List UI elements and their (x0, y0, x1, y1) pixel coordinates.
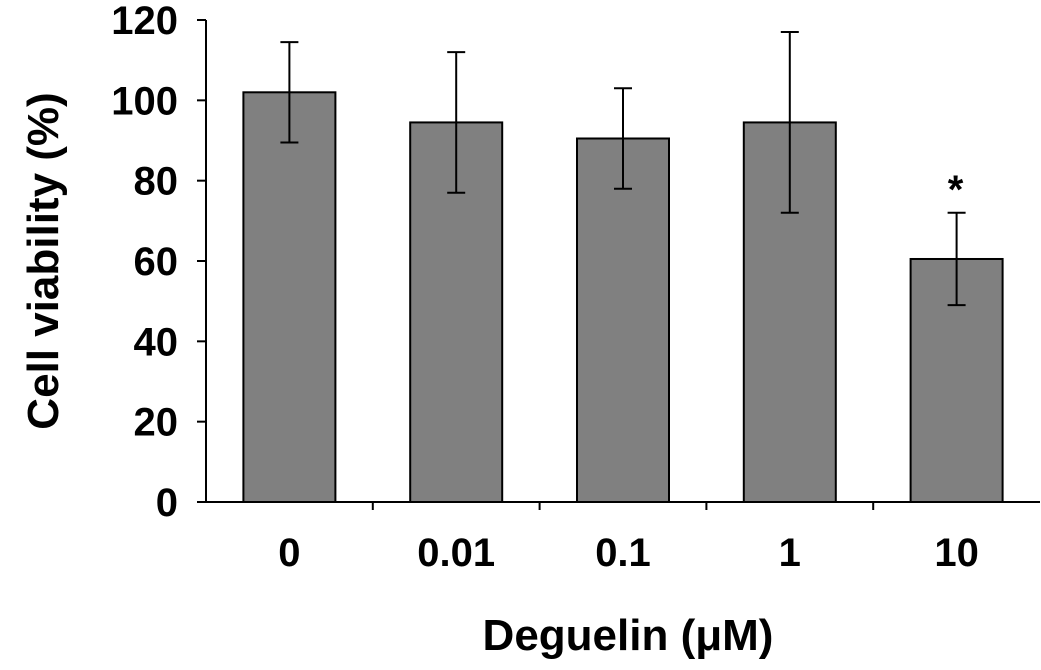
y-axis-label: Cell viability (%) (19, 92, 68, 429)
x-tick-label: 0 (278, 531, 300, 575)
y-ticks: 0 20 40 60 80 100 120 (111, 0, 206, 525)
y-tick-label: 20 (134, 401, 179, 445)
x-tick-label: 10 (934, 531, 979, 575)
bar (242, 91, 337, 504)
y-tick-label: 80 (134, 160, 179, 204)
x-ticks: 0 0.01 0.1 1 10 (278, 502, 979, 575)
y-tick-label: 0 (156, 481, 178, 525)
x-tick-label: 0.01 (417, 531, 495, 575)
x-tick-label: 1 (779, 531, 801, 575)
plot-area: * (242, 31, 1004, 504)
y-tick-label: 60 (134, 240, 179, 284)
y-tick-label: 120 (111, 0, 178, 43)
y-tick-label: 100 (111, 79, 178, 123)
bar (576, 137, 670, 503)
y-tick-label: 40 (134, 320, 179, 364)
x-axis-label: Deguelin (μM) (483, 611, 774, 660)
significance-marker: * (948, 168, 964, 212)
x-tick-label: 0.1 (595, 531, 651, 575)
